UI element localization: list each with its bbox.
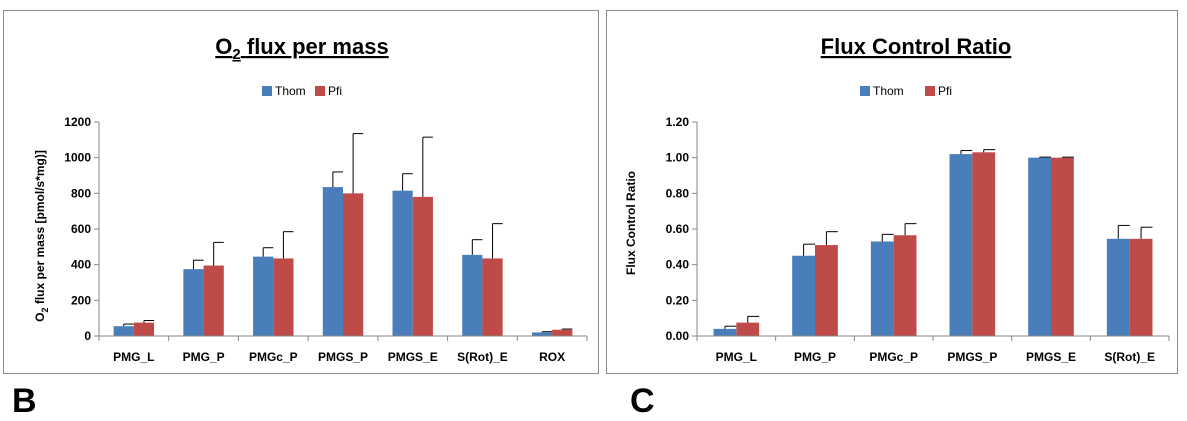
x-tick-label: PMG_P — [183, 350, 225, 364]
legend-swatch-thom — [860, 86, 870, 96]
y-tick-label: 1200 — [64, 115, 91, 129]
y-tick-label: 800 — [71, 186, 91, 200]
y-axis-label: Flux Control Ratio — [624, 171, 638, 275]
bar-thom — [253, 256, 274, 336]
x-tick-label: PMGS_P — [318, 350, 368, 364]
y-tick-label: 200 — [71, 293, 91, 307]
panel-label-b: B — [12, 382, 37, 420]
bar-thom — [870, 241, 894, 336]
bar-thom — [1106, 238, 1130, 336]
bar-pfi — [893, 235, 917, 336]
plot-area: 0 200 400 600 800 1000 1200 PMG_L PMG_P PMGc_P PMG… — [64, 115, 588, 364]
x-tick-label: PMGc_P — [249, 350, 298, 364]
legend-label-pfi: Pfi — [328, 84, 342, 98]
x-tick-label: PMG_L — [113, 350, 154, 364]
chart-legend: Thom Pfi — [860, 84, 952, 98]
x-tick-label: PMGS_P — [947, 350, 997, 364]
plot-area: 0.00 0.20 0.40 0.60 0.80 1.00 1.20 PMG_L PMG_P PM… — [666, 115, 1170, 364]
x-tick-label: ROX — [539, 350, 565, 364]
bar-thom — [183, 269, 204, 336]
bar-pfi — [972, 152, 996, 336]
x-tick-label: PMGS_E — [1026, 350, 1076, 364]
bar-thom — [713, 328, 737, 336]
chart-title: Flux Control Ratio — [821, 34, 1012, 59]
bar-pfi — [1129, 238, 1153, 336]
bar-pfi — [815, 245, 838, 336]
y-tick-label: 400 — [71, 258, 91, 272]
bar-thom — [322, 187, 343, 336]
bar-thom — [113, 326, 134, 336]
y-tick-label: 0.40 — [666, 258, 690, 272]
bar-pfi — [412, 196, 433, 336]
y-axis-label: O2 flux per mass [pmol/s*mg)] — [33, 150, 50, 322]
y-tick-label: 0.00 — [666, 329, 690, 343]
bar-pfi — [203, 265, 224, 336]
x-tick-label: S(Rot)_E — [1104, 350, 1155, 364]
chart-panel-c: Flux Control Ratio Thom Pfi Flux Control… — [606, 10, 1178, 374]
y-tick-label: 0 — [84, 329, 91, 343]
bar-thom — [1028, 157, 1051, 336]
x-tick-label: PMGc_P — [869, 350, 918, 364]
bar-thom — [392, 190, 413, 336]
x-tick-label: S(Rot)_E — [457, 350, 508, 364]
y-tick-label: 1000 — [64, 151, 91, 165]
bar-pfi — [1051, 157, 1074, 336]
legend-swatch-pfi — [925, 86, 935, 96]
bar-thom — [531, 332, 553, 336]
bar-pfi — [552, 329, 573, 336]
panel-label-c: C — [630, 382, 655, 420]
legend-swatch-thom — [262, 86, 272, 96]
bar-pfi — [343, 193, 364, 336]
bar-thom — [949, 154, 973, 336]
chart-legend: Thom Pfi — [262, 84, 342, 98]
bar-thom — [462, 254, 483, 336]
chart-panel-b: O2 flux per mass Thom Pfi O2 flux per ma… — [3, 10, 599, 374]
legend-label-thom: Thom — [275, 84, 306, 98]
bar-thom — [792, 255, 815, 336]
legend-label-pfi: Pfi — [938, 84, 952, 98]
x-tick-label: PMG_P — [794, 350, 836, 364]
y-tick-label: 0.80 — [666, 186, 690, 200]
bar-pfi — [133, 322, 155, 336]
flux-control-ratio-chart: Flux Control Ratio Thom Pfi Flux Control… — [624, 34, 1170, 364]
bar-pfi — [482, 258, 503, 336]
bar-pfi — [273, 258, 294, 336]
flux-per-mass-chart: O2 flux per mass Thom Pfi O2 flux per ma… — [33, 34, 588, 364]
legend-label-thom: Thom — [873, 84, 904, 98]
x-tick-label: PMG_L — [716, 350, 757, 364]
y-tick-label: 0.20 — [666, 293, 690, 307]
bar-pfi — [736, 322, 760, 336]
y-tick-label: 0.60 — [666, 222, 690, 236]
chart-title: O2 flux per mass — [215, 34, 388, 63]
y-tick-label: 1.20 — [666, 115, 690, 129]
y-tick-label: 600 — [71, 222, 91, 236]
y-tick-label: 1.00 — [666, 151, 690, 165]
x-tick-label: PMGS_E — [388, 350, 438, 364]
legend-swatch-pfi — [315, 86, 325, 96]
